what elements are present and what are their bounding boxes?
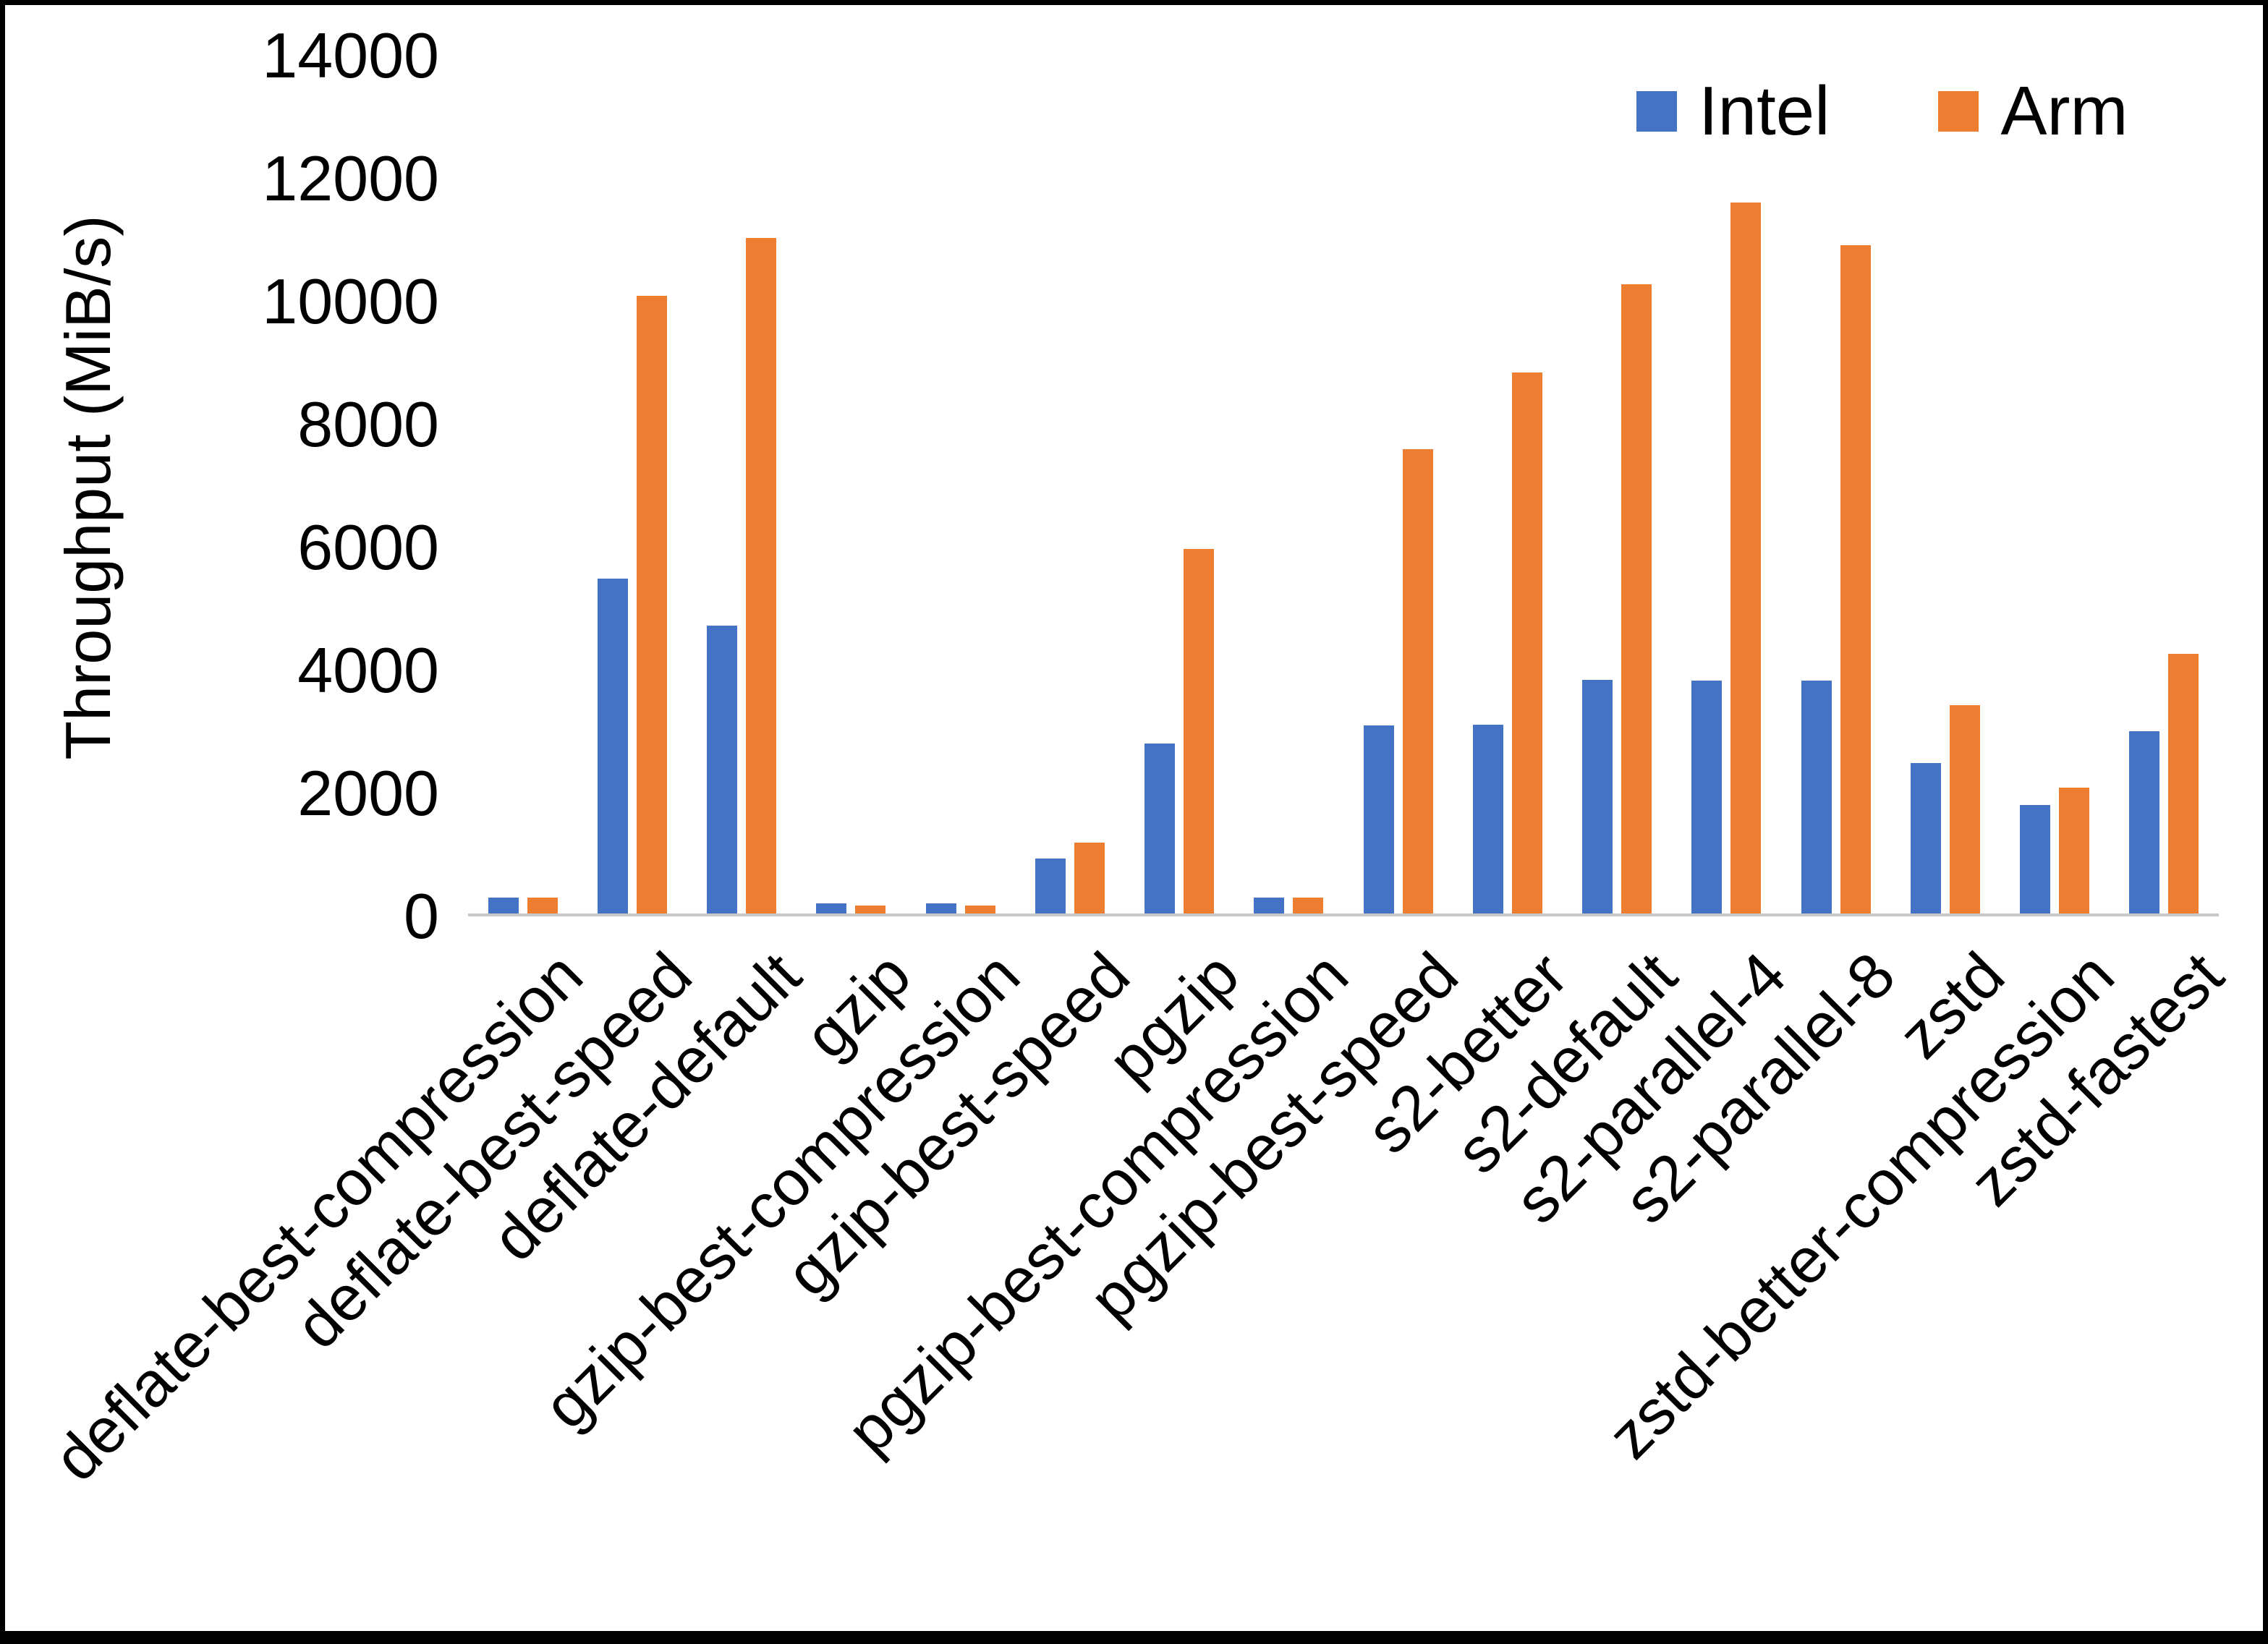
bar-intel-s2-better <box>1472 725 1503 913</box>
bar-intel-s2-parallel-8 <box>1801 680 1832 913</box>
plot-area <box>468 56 2219 916</box>
bar-arm-gzip <box>855 905 886 913</box>
bar-intel-gzip <box>816 903 847 913</box>
y-tick-label: 2000 <box>297 757 439 829</box>
bar-arm-deflate-default <box>746 237 777 913</box>
legend: Intel Arm <box>1636 72 2128 151</box>
bar-intel-gzip-best-compression <box>925 903 956 913</box>
bar-arm-deflate-best-compression <box>527 897 558 913</box>
y-tick-label: 6000 <box>297 511 439 583</box>
legend-swatch-arm <box>1938 91 1979 132</box>
bar-intel-deflate-default <box>707 626 738 913</box>
legend-item-intel: Intel <box>1636 72 1830 151</box>
bar-intel-pgzip <box>1144 744 1176 913</box>
bar-intel-zstd-fastest <box>2129 731 2160 913</box>
bar-arm-s2-parallel-8 <box>1840 245 1871 913</box>
bar-arm-gzip-best-compression <box>964 905 995 913</box>
bar-arm-zstd-better-compression <box>2059 787 2090 913</box>
bar-intel-s2-parallel-4 <box>1691 680 1723 913</box>
bar-arm-s2-parallel-4 <box>1730 203 1762 913</box>
bar-arm-pgzip-best-speed <box>1402 449 1433 913</box>
y-tick-label: 4000 <box>297 634 439 706</box>
bar-arm-pgzip <box>1184 548 1215 913</box>
bar-arm-s2-default <box>1621 284 1652 913</box>
bar-intel-gzip-best-speed <box>1035 858 1066 913</box>
bar-arm-s2-better <box>1511 372 1542 913</box>
bar-intel-zstd <box>1910 762 1941 913</box>
bar-arm-gzip-best-speed <box>1074 843 1105 913</box>
y-tick-label: 14000 <box>262 20 439 91</box>
bar-intel-s2-default <box>1582 680 1613 913</box>
bar-arm-pgzip-best-compression <box>1293 897 1324 913</box>
legend-item-arm: Arm <box>1938 72 2128 151</box>
y-tick-label: 8000 <box>297 388 439 460</box>
legend-label-intel: Intel <box>1699 72 1830 150</box>
bar-intel-zstd-better-compression <box>2020 805 2051 913</box>
bar-intel-deflate-best-speed <box>597 578 628 913</box>
bar-intel-deflate-best-compression <box>488 897 519 913</box>
legend-swatch-intel <box>1636 91 1677 132</box>
y-tick-label: 12000 <box>262 142 439 214</box>
y-tick-label: 10000 <box>262 265 439 337</box>
legend-label-arm: Arm <box>2000 72 2128 150</box>
bar-arm-zstd-fastest <box>2168 654 2199 913</box>
y-tick-label: 0 <box>404 880 439 952</box>
bar-arm-deflate-best-speed <box>636 295 667 913</box>
bar-intel-pgzip-best-speed <box>1363 725 1394 913</box>
bar-intel-pgzip-best-compression <box>1254 897 1285 913</box>
bar-arm-zstd <box>1949 704 1980 913</box>
